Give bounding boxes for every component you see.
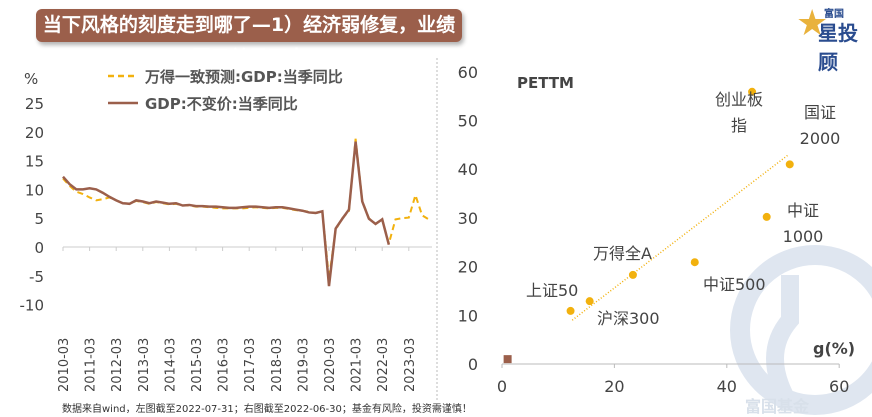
y-tick-label: 60: [458, 63, 478, 82]
x-tick-label: 2019-03: [296, 338, 311, 392]
y-tick-label: 10: [25, 181, 44, 199]
y-tick-label: 40: [458, 160, 478, 179]
x-tick-label: 2012-03: [110, 338, 125, 392]
x-axis-label: g(%): [813, 339, 855, 358]
x-tick-label: 0: [497, 377, 507, 396]
origin-marker: [503, 355, 512, 364]
trendline: [571, 153, 790, 321]
y-tick-label: 30: [458, 209, 478, 228]
y-tick-label: 20: [25, 124, 44, 142]
y-tick-label: 15: [25, 153, 44, 171]
chart-title: PETTM: [517, 74, 574, 92]
x-tick-label: 2014-03: [163, 338, 178, 392]
brand-logo: ★ 富国 星投顾: [796, 3, 868, 75]
x-tick-label: 60: [829, 377, 849, 396]
scatter-point: [585, 297, 594, 306]
y-tick-label: 10: [458, 306, 478, 325]
x-tick-label: 2022-03: [376, 338, 391, 392]
y-tick-label: -10: [20, 297, 45, 315]
series-line-actual: [62, 141, 391, 287]
point-label: 沪深300: [597, 309, 660, 328]
x-tick-label: 2015-03: [190, 338, 205, 392]
title-banner: 当下风格的刻度走到哪了—1）经济弱修复，业绩因子差异不大: [36, 9, 462, 69]
x-tick-label: 2010-03: [57, 338, 72, 392]
y-axis-unit: %: [24, 70, 38, 88]
scatter-point: [628, 270, 637, 279]
y-tick-label: 0: [468, 355, 478, 374]
point-label: 中证500: [703, 275, 766, 294]
x-tick-label: 20: [604, 377, 624, 396]
y-tick-label: 50: [458, 112, 478, 131]
star-icon: ★: [796, 3, 829, 44]
legend-label: 万得一致预测:GDP:当季同比: [144, 68, 343, 86]
point-label-zz1000: 中证1000: [782, 201, 824, 246]
point-label: 万得全A: [593, 244, 652, 263]
x-tick-label: 2017-03: [243, 338, 258, 392]
x-tick-label: 2016-03: [217, 338, 232, 392]
y-tick-label: 5: [34, 210, 44, 228]
x-tick-label: 2020-03: [323, 338, 338, 392]
y-tick-label: -5: [29, 268, 44, 286]
scatter-point: [762, 212, 771, 221]
x-tick-label: 2011-03: [84, 338, 99, 392]
scatter-point: [690, 258, 699, 267]
scatter-point: [785, 160, 794, 169]
legend-label: GDP:不变价:当季同比: [145, 95, 298, 113]
y-tick-label: 0: [34, 239, 44, 257]
x-tick-label: 2023-03: [403, 338, 418, 392]
x-tick-label: 2018-03: [270, 338, 285, 392]
x-tick-label: 2021-03: [350, 338, 365, 392]
scatter-point: [748, 87, 757, 96]
y-tick-label: 20: [458, 258, 478, 277]
logo-big-text: 星投顾: [818, 21, 858, 74]
point-label-gz2000: 国证2000: [799, 103, 841, 148]
footer-note: 数据来自wind，左图截至2022-07-31；右图截至2022-06-30；基…: [62, 404, 472, 415]
x-tick-label: 2013-03: [137, 338, 152, 392]
y-tick-label: 25: [25, 95, 44, 113]
watermark-text: 富国基金: [745, 397, 810, 416]
point-label-cyb: 创业板指: [714, 90, 763, 135]
logo-small-text: 富国: [824, 9, 844, 20]
x-tick-label: 40: [717, 377, 737, 396]
scatter-point: [566, 306, 575, 315]
point-label: 上证50: [526, 281, 578, 300]
